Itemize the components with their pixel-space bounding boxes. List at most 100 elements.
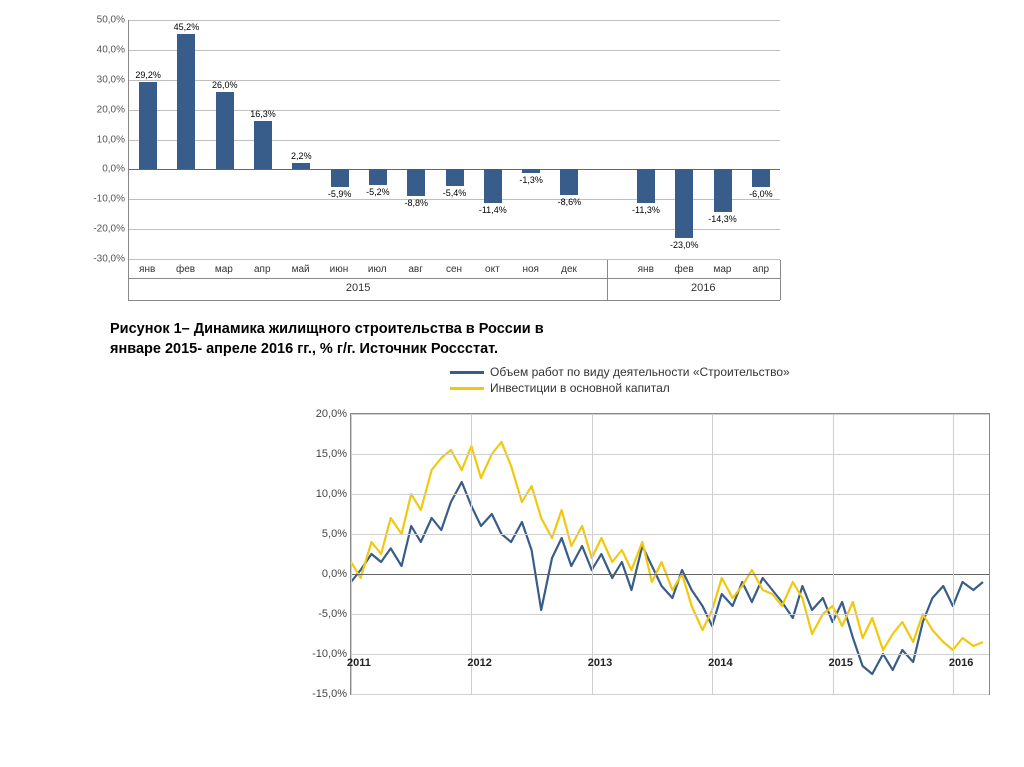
- legend-item: Объем работ по виду деятельности «Строит…: [450, 365, 790, 379]
- bar-rect: [714, 169, 732, 212]
- caption-line1: Рисунок 1– Динамика жилищного строительс…: [110, 321, 544, 337]
- line-vgridline: [592, 414, 593, 694]
- series-investment: [351, 442, 983, 650]
- bar-rect: [177, 34, 195, 169]
- bar-xtick-label: мар: [713, 264, 731, 275]
- bar-column: -1,3%: [522, 20, 540, 259]
- bar-column: 2,2%: [292, 20, 310, 259]
- bar-value-label: -8,6%: [558, 197, 582, 207]
- line-gridline: [351, 454, 989, 455]
- bar-rect: [522, 169, 540, 173]
- bar-ytick-label: 0,0%: [102, 164, 129, 175]
- bar-column: 29,2%: [139, 20, 157, 259]
- bar-value-label: 16,3%: [250, 109, 276, 119]
- bar-rect: [637, 169, 655, 203]
- line-gridline: [351, 414, 989, 415]
- bar-xtick-label: апр: [753, 264, 770, 275]
- line-xtick-label: 2013: [588, 657, 612, 669]
- caption-line2: январе 2015- апреле 2016 гг., % г/г. Ист…: [110, 341, 498, 357]
- bar-value-label: 26,0%: [212, 80, 238, 90]
- bar-xtick-label: окт: [485, 264, 500, 275]
- bar-group-separator: [607, 260, 608, 300]
- bar-rect: [369, 169, 387, 185]
- bar-xtick-label: янв: [638, 264, 654, 275]
- line-vgridline: [471, 414, 472, 694]
- bar-rect: [752, 169, 770, 187]
- bar-column: -8,6%: [560, 20, 578, 259]
- line-xtick-label: 2011: [347, 657, 371, 669]
- bar-group-label: 2016: [691, 282, 715, 294]
- legend-item: Инвестиции в основной капитал: [450, 381, 790, 395]
- legend-swatch: [450, 371, 484, 374]
- bar-value-label: 29,2%: [135, 70, 161, 80]
- bar-xtick-label: май: [292, 264, 310, 275]
- bar-value-label: 2,2%: [291, 151, 312, 161]
- bar-column: 16,3%: [254, 20, 272, 259]
- line-gridline: [351, 654, 989, 655]
- bar-value-label: -5,2%: [366, 187, 390, 197]
- bar-rect: [446, 169, 464, 185]
- bar-column: -5,4%: [446, 20, 464, 259]
- bar-xtick-label: мар: [215, 264, 233, 275]
- bar-ytick-label: -10,0%: [93, 194, 129, 205]
- line-chart: Объем работ по виду деятельности «Строит…: [300, 365, 1000, 705]
- bar-group-separator: [780, 260, 781, 300]
- legend-swatch: [450, 387, 484, 390]
- bar-ytick-label: 30,0%: [97, 74, 129, 85]
- bar-rect: [331, 169, 349, 187]
- line-vgridline: [953, 414, 954, 694]
- bar-value-label: -14,3%: [708, 214, 737, 224]
- bar-gridline: [129, 259, 780, 260]
- bar-xtick-label: авг: [408, 264, 423, 275]
- line-gridline: [351, 534, 989, 535]
- line-ytick-label: 0,0%: [322, 568, 351, 580]
- legend-label: Объем работ по виду деятельности «Строит…: [490, 365, 790, 379]
- bar-ytick-label: 10,0%: [97, 134, 129, 145]
- bar-rect: [216, 92, 234, 170]
- line-xtick-label: 2012: [467, 657, 491, 669]
- bar-ytick-label: -20,0%: [93, 224, 129, 235]
- bar-value-label: -5,4%: [443, 188, 467, 198]
- bar-plot-area: -30,0%-20,0%-10,0%0,0%10,0%20,0%30,0%40,…: [128, 20, 780, 260]
- legend-label: Инвестиции в основной капитал: [490, 381, 670, 395]
- line-vgridline: [712, 414, 713, 694]
- bar-value-label: -11,4%: [479, 205, 507, 215]
- line-xtick-label: 2015: [829, 657, 853, 669]
- bar-value-label: -8,8%: [404, 198, 428, 208]
- line-series-svg: [351, 414, 989, 694]
- bar-column: -6,0%: [752, 20, 770, 259]
- bar-xtick-label: апр: [254, 264, 271, 275]
- line-gridline: [351, 694, 989, 695]
- line-ytick-label: -10,0%: [312, 648, 351, 660]
- figure-caption: Рисунок 1– Динамика жилищного строительс…: [110, 320, 670, 359]
- bar-column: -5,2%: [369, 20, 387, 259]
- bar-value-label: -11,3%: [632, 205, 660, 215]
- bar-xtick-label: фев: [176, 264, 195, 275]
- bar-xtick-label: июн: [330, 264, 349, 275]
- bar-rect: [292, 163, 310, 170]
- bar-ytick-label: 50,0%: [97, 15, 129, 26]
- bar-xtick-label: ноя: [522, 264, 539, 275]
- bar-rect: [254, 121, 272, 170]
- line-ytick-label: 5,0%: [322, 528, 351, 540]
- bar-rect: [484, 169, 502, 203]
- bar-value-label: -5,9%: [328, 189, 352, 199]
- bar-column: -14,3%: [714, 20, 732, 259]
- line-ytick-label: 20,0%: [316, 408, 351, 420]
- bar-group-label: 2015: [346, 282, 370, 294]
- legend: Объем работ по виду деятельности «Строит…: [450, 365, 790, 397]
- bar-ytick-label: -30,0%: [93, 254, 129, 265]
- bar-column: -11,3%: [637, 20, 655, 259]
- bar-rect: [407, 169, 425, 195]
- bar-xtick-label: июл: [368, 264, 387, 275]
- line-gridline: [351, 614, 989, 615]
- bar-value-label: -1,3%: [519, 175, 543, 185]
- bar-rect: [675, 169, 693, 238]
- bar-xtick-label: фев: [675, 264, 694, 275]
- line-ytick-label: 10,0%: [316, 488, 351, 500]
- bar-value-label: -23,0%: [670, 240, 699, 250]
- line-xtick-label: 2016: [949, 657, 973, 669]
- bar-group-separator: [128, 260, 129, 300]
- bar-xtick-label: сен: [446, 264, 462, 275]
- line-xtick-label: 2014: [708, 657, 732, 669]
